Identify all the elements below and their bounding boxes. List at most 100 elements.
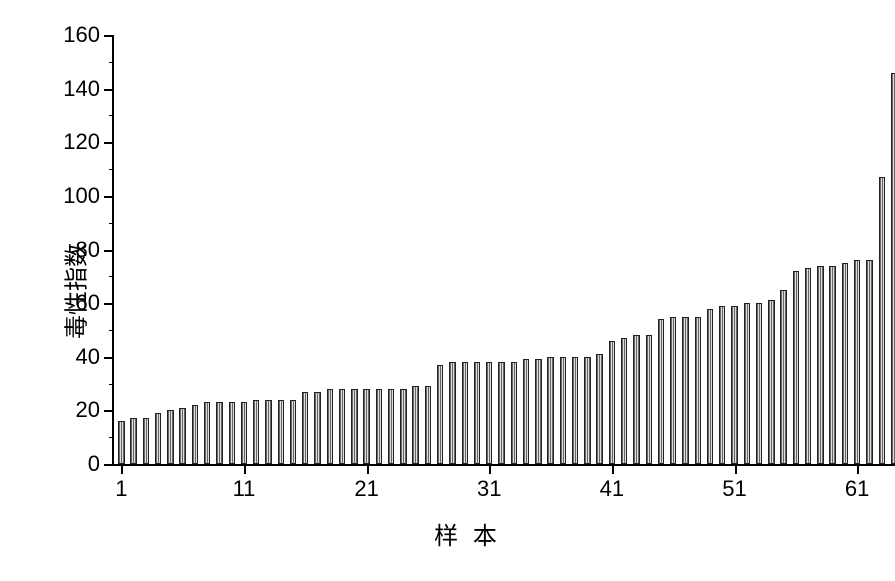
y-tick-minor <box>109 276 114 277</box>
y-tick <box>104 464 114 466</box>
y-tick-label: 0 <box>88 451 100 477</box>
x-tick-label: 1 <box>115 476 127 502</box>
bar <box>866 260 872 464</box>
y-tick-label: 160 <box>63 22 100 48</box>
x-tick-label: 21 <box>354 476 378 502</box>
bar <box>388 389 394 464</box>
y-tick <box>104 89 114 91</box>
bar <box>179 408 185 464</box>
y-tick <box>104 410 114 412</box>
bar <box>523 359 529 464</box>
bar <box>891 73 895 464</box>
bar <box>682 317 688 464</box>
y-tick-label: 60 <box>76 290 100 316</box>
bar <box>511 362 517 464</box>
bar <box>449 362 455 464</box>
y-tick <box>104 303 114 305</box>
x-tick-label: 11 <box>233 476 256 502</box>
bar <box>327 389 333 464</box>
bar <box>204 402 210 464</box>
bar <box>731 306 737 464</box>
x-tick-label: 31 <box>477 476 501 502</box>
x-tick <box>244 464 246 474</box>
bar <box>646 335 652 464</box>
x-tick <box>489 464 491 474</box>
bar <box>130 418 136 464</box>
bar <box>241 402 247 464</box>
bar <box>793 271 799 464</box>
bar <box>167 410 173 464</box>
bar <box>363 389 369 464</box>
x-axis-label: 样 本 <box>434 516 501 551</box>
bar <box>621 338 627 464</box>
y-tick-label: 40 <box>76 344 100 370</box>
bar <box>572 357 578 464</box>
bar <box>560 357 566 464</box>
bar <box>290 400 296 464</box>
bar <box>229 402 235 464</box>
bar <box>462 362 468 464</box>
bar <box>253 400 259 464</box>
bar <box>486 362 492 464</box>
x-tick <box>367 464 369 474</box>
y-tick-minor <box>109 62 114 63</box>
bar <box>302 392 308 464</box>
y-tick-label: 140 <box>63 76 100 102</box>
bar <box>854 260 860 464</box>
bar <box>437 365 443 464</box>
bar <box>351 389 357 464</box>
bar <box>265 400 271 464</box>
bar <box>547 357 553 464</box>
bar <box>412 386 418 464</box>
bar <box>829 266 835 464</box>
bar <box>314 392 320 464</box>
bar <box>744 303 750 464</box>
bar <box>535 359 541 464</box>
bar <box>756 303 762 464</box>
bar <box>817 266 823 464</box>
bar <box>633 335 639 464</box>
bar <box>118 421 124 464</box>
x-tick-label: 61 <box>845 476 869 502</box>
bar <box>707 309 713 465</box>
bar <box>805 268 811 464</box>
y-tick-label: 100 <box>63 183 100 209</box>
bar <box>143 418 149 464</box>
y-tick <box>104 142 114 144</box>
y-tick <box>104 250 114 252</box>
y-tick <box>104 35 114 37</box>
bar <box>155 413 161 464</box>
y-tick-minor <box>109 437 114 438</box>
bar <box>658 319 664 464</box>
bar <box>498 362 504 464</box>
bar <box>584 357 590 464</box>
plot-area: 0204060801001201401601112131415161 <box>112 35 895 466</box>
bar <box>719 306 725 464</box>
y-tick-label: 120 <box>63 129 100 155</box>
bar <box>400 389 406 464</box>
x-tick-label: 41 <box>600 476 624 502</box>
y-tick-minor <box>109 115 114 116</box>
y-tick-minor <box>109 384 114 385</box>
bar <box>842 263 848 464</box>
bar-series <box>114 35 895 464</box>
x-tick <box>121 464 123 474</box>
x-tick <box>857 464 859 474</box>
x-tick <box>735 464 737 474</box>
bar <box>425 386 431 464</box>
bar <box>768 300 774 464</box>
bar <box>609 341 615 464</box>
y-tick-minor <box>109 330 114 331</box>
y-tick-minor <box>109 223 114 224</box>
toxicity-bar-chart: 毒性指数 样 本 0204060801001201401601112131415… <box>20 20 895 561</box>
bar <box>192 405 198 464</box>
bar <box>376 389 382 464</box>
y-tick <box>104 196 114 198</box>
y-tick <box>104 357 114 359</box>
bar <box>339 389 345 464</box>
bar <box>596 354 602 464</box>
x-tick <box>612 464 614 474</box>
bar <box>670 317 676 464</box>
bar <box>780 290 786 464</box>
bar <box>216 402 222 464</box>
